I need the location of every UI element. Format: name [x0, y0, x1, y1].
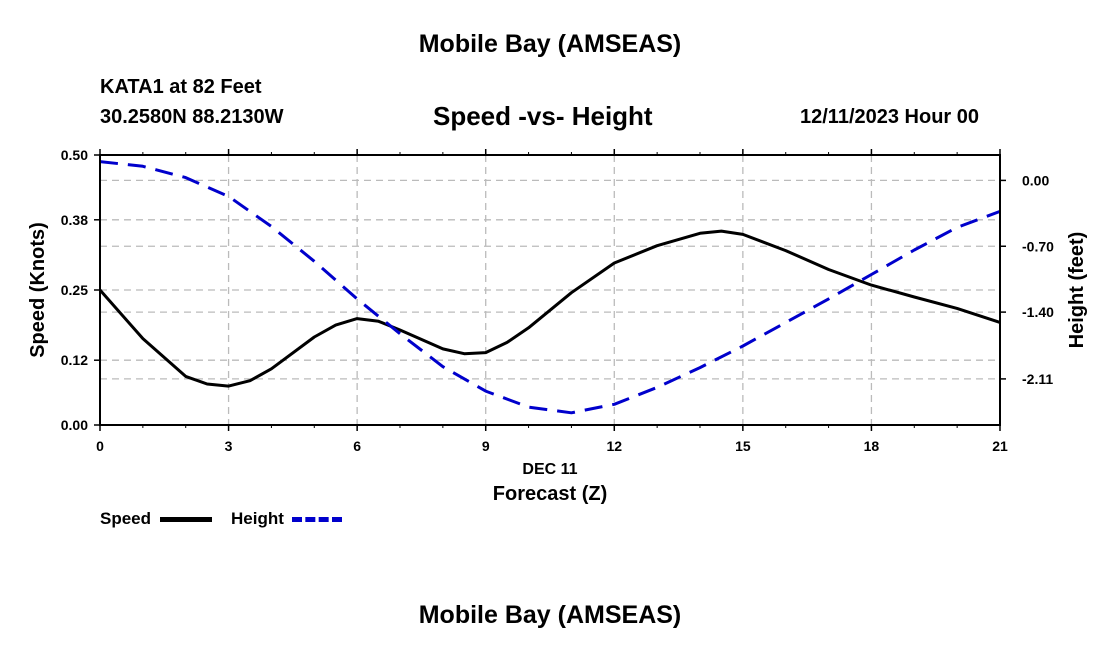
series-speed-line: [98, 229, 1001, 388]
coordinates-label: 30.2580N 88.2130W: [100, 106, 284, 128]
y-left-tick-label: 0.00: [61, 417, 88, 433]
speed-height-chart: 0 3 6 9 12 15 18 21 0.00 0.12 0.25 0.38 0.50 0.00 -0.7…: [27, 147, 1088, 505]
legend-speed-swatch: [160, 517, 212, 522]
x-tick-label: 18: [864, 438, 880, 454]
legend-height-swatch: [292, 517, 342, 522]
x-tick-label: 15: [735, 438, 751, 454]
y-left-tick-label: 0.38: [61, 212, 88, 228]
y-left-axis-title: Speed (Knots): [27, 222, 49, 358]
legend-height-label: Height: [231, 509, 284, 528]
x-tick-label: 3: [225, 438, 233, 454]
x-date-label: DEC 11: [522, 461, 577, 478]
date-hour-label: 12/11/2023 Hour 00: [800, 106, 980, 128]
y-right-axis-title: Height (feet): [1066, 232, 1088, 349]
chart-title: Mobile Bay (AMSEAS): [418, 30, 682, 58]
y-right-tick-label: -0.70: [1022, 238, 1054, 254]
x-tick-label: 0: [96, 438, 104, 454]
y-right-tick-label: -2.11: [1022, 371, 1053, 387]
legend-speed-label: Speed: [100, 509, 152, 528]
y-right-tick-label: -1.40: [1022, 304, 1054, 320]
y-left-tick-label: 0.50: [61, 147, 88, 163]
x-tick-label: 9: [482, 438, 490, 454]
axis-ticks: [94, 149, 1006, 431]
y-right-tick-label: 0.00: [1022, 172, 1049, 188]
footer-title: Mobile Bay (AMSEAS): [418, 601, 682, 629]
x-tick-label: 21: [992, 438, 1008, 454]
series-lines: [98, 160, 1001, 415]
station-label: KATA1 at 82 Feet: [100, 76, 262, 98]
y-left-tick-label: 0.25: [61, 282, 88, 298]
x-tick-label: 12: [606, 438, 622, 454]
axis-labels: 0 3 6 9 12 15 18 21 0.00 0.12 0.25 0.38 0.50 0.00 -0.7…: [27, 147, 1088, 505]
series-height-line: [99, 160, 1001, 415]
chart-subtitle: Speed -vs- Height: [433, 101, 653, 131]
x-axis-title: Forecast (Z): [493, 483, 607, 505]
x-tick-label: 6: [353, 438, 361, 454]
y-left-tick-label: 0.12: [61, 352, 88, 368]
